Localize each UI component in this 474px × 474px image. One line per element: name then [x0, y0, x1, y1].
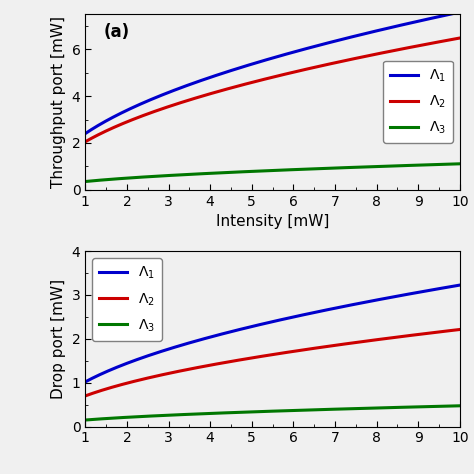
Y-axis label: Drop port [mW]: Drop port [mW] [51, 279, 66, 399]
Y-axis label: Throughput port [mW]: Throughput port [mW] [51, 16, 66, 188]
Legend: $\Lambda_1$, $\Lambda_2$, $\Lambda_3$: $\Lambda_1$, $\Lambda_2$, $\Lambda_3$ [383, 61, 453, 143]
Text: (a): (a) [104, 23, 130, 41]
Legend: $\Lambda_1$, $\Lambda_2$, $\Lambda_3$: $\Lambda_1$, $\Lambda_2$, $\Lambda_3$ [92, 258, 162, 341]
Text: (b): (b) [104, 260, 131, 278]
X-axis label: Intensity [mW]: Intensity [mW] [216, 214, 329, 229]
